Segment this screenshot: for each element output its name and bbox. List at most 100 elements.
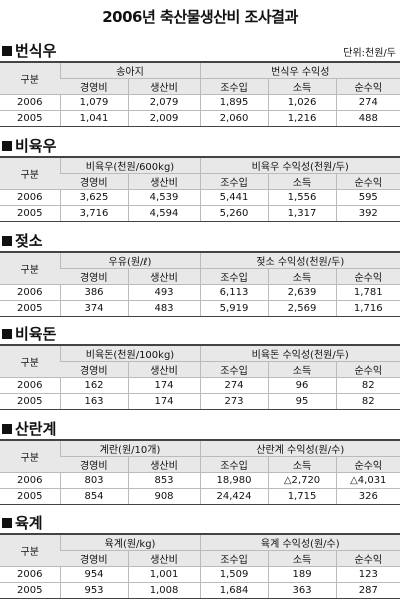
value-cell: 326 [335,488,400,505]
column-header: 조수입 [199,268,268,285]
column-header: 소득 [267,268,336,285]
value-cell: 953 [59,582,128,599]
value-cell: 287 [335,582,400,599]
column-header: 생산비 [127,78,201,95]
value-cell: 1,556 [267,189,336,206]
column-header: 생산비 [127,268,200,285]
year-cell: 2006 [0,472,60,489]
group-header: 계란(원/10개) [59,439,201,457]
header-row: 구분 비육우(천원/600kg) 비육우 수익성(천원/두) [0,156,400,190]
column-header: 소득 [267,361,336,378]
value-cell: 274 [335,94,400,111]
header-row: 경영비 생산비 조수입 소득 순수익 [0,550,400,567]
column-header: 생산비 [127,361,200,378]
value-cell: 1,781 [335,284,400,301]
year-cell: 2005 [0,488,60,505]
section-title: 번식우 [2,40,56,61]
value-cell: 174 [127,377,200,394]
data-table: 구분 비육돈(천원/100kg) 비육돈 수익성(천원/두) 경영비 생산비 조수입 소득 순… [0,344,400,410]
section-title: 육계 [2,512,43,533]
header-row: 경영비 생산비 조수입 소득 순수익 [0,361,400,378]
value-cell: 4,594 [127,205,200,222]
group-header: 비육우 수익성(천원/두) [199,156,400,174]
row-header: 구분 [0,533,60,567]
column-header: 조수입 [199,173,268,190]
data-table: 구분 송아지 번식우 수익성 경영비 생산비 조수입 소득 순수익 2006 1,079 2,079… [0,61,400,127]
data-table: 구분 비육우(천원/600kg) 비육우 수익성(천원/두) 경영비 생산비 조수입 소득 순… [0,156,400,222]
column-header: 경영비 [60,268,128,285]
value-cell: 5,260 [199,205,268,222]
group-header: 육계(원/kg) [59,533,201,551]
data-row: 2006 803 853 18,980 △2,720 △4,031 [0,472,400,489]
column-header: 순수익 [335,268,400,285]
data-row: 2006 1,079 2,079 1,895 1,026 274 [0,94,400,111]
column-header: 생산비 [127,550,201,567]
column-header: 소득 [267,550,337,567]
section-title: 산란계 [2,418,56,439]
group-header: 번식우 수익성 [199,61,400,79]
value-cell: 162 [59,377,128,394]
value-cell: 1,008 [127,582,201,599]
group-header: 송아지 [59,61,201,79]
value-cell: 392 [335,205,400,222]
value-cell: 595 [335,189,400,206]
value-cell: 1,041 [59,110,128,127]
column-header: 소득 [267,78,337,95]
data-row: 2006 954 1,001 1,509 189 123 [0,566,400,583]
column-header: 소득 [267,456,337,473]
column-header: 소득 [267,173,336,190]
row-header: 구분 [0,61,60,95]
data-row: 2005 3,716 4,594 5,260 1,317 392 [0,205,400,222]
header-row: 경영비 생산비 조수입 소득 순수익 [0,173,400,190]
value-cell: 1,216 [267,110,337,127]
year-cell: 2005 [0,110,60,127]
value-cell: 386 [59,284,128,301]
column-header: 조수입 [199,550,269,567]
year-cell: 2005 [0,205,60,222]
group-header: 산란계 수익성(원/수) [199,439,400,457]
year-cell: 2006 [0,566,60,583]
section-title: 비육돈 [2,323,56,344]
column-header: 경영비 [60,361,128,378]
column-header: 경영비 [60,78,128,95]
unit-label: 단위:천원/두 [343,48,396,59]
value-cell: 82 [335,393,400,410]
header-row: 구분 우유(원/ℓ) 젖소 수익성(천원/두) [0,251,400,285]
value-cell: 374 [59,300,128,317]
value-cell: 2,009 [127,110,201,127]
value-cell: 123 [335,566,400,583]
value-cell: 1,317 [267,205,336,222]
year-cell: 2005 [0,582,60,599]
column-header: 순수익 [335,550,400,567]
value-cell: 24,424 [199,488,269,505]
year-cell: 2006 [0,377,60,394]
column-header: 순수익 [335,173,400,190]
value-cell: 82 [335,377,400,394]
value-cell: 2,060 [199,110,269,127]
value-cell: 1,716 [335,300,400,317]
data-table: 구분 계란(원/10개) 산란계 수익성(원/수) 경영비 생산비 조수입 소득 순수익 200… [0,439,400,505]
group-header: 비육돈(천원/100kg) [59,344,200,362]
year-cell: 2006 [0,189,60,206]
column-header: 순수익 [335,361,400,378]
data-row: 2005 1,041 2,009 2,060 1,216 488 [0,110,400,127]
value-cell: 954 [59,566,128,583]
value-cell: 488 [335,110,400,127]
column-header: 조수입 [199,361,268,378]
header-row: 구분 육계(원/kg) 육계 수익성(원/수) [0,533,400,567]
group-header: 비육돈 수익성(천원/두) [199,344,400,362]
value-cell: 189 [267,566,337,583]
value-cell: 4,539 [127,189,200,206]
data-row: 2005 163 174 273 95 82 [0,393,400,410]
value-cell: 493 [127,284,200,301]
value-cell: 1,684 [199,582,269,599]
group-header: 우유(원/ℓ) [59,251,200,269]
data-row: 2005 374 483 5,919 2,569 1,716 [0,300,400,317]
value-cell: 95 [267,393,336,410]
value-cell: △4,031 [335,472,400,489]
data-row: 2005 854 908 24,424 1,715 326 [0,488,400,505]
header-row: 경영비 생산비 조수입 소득 순수익 [0,456,400,473]
data-table: 구분 육계(원/kg) 육계 수익성(원/수) 경영비 생산비 조수입 소득 순수익 2006 9… [0,533,400,599]
column-header: 경영비 [60,173,128,190]
